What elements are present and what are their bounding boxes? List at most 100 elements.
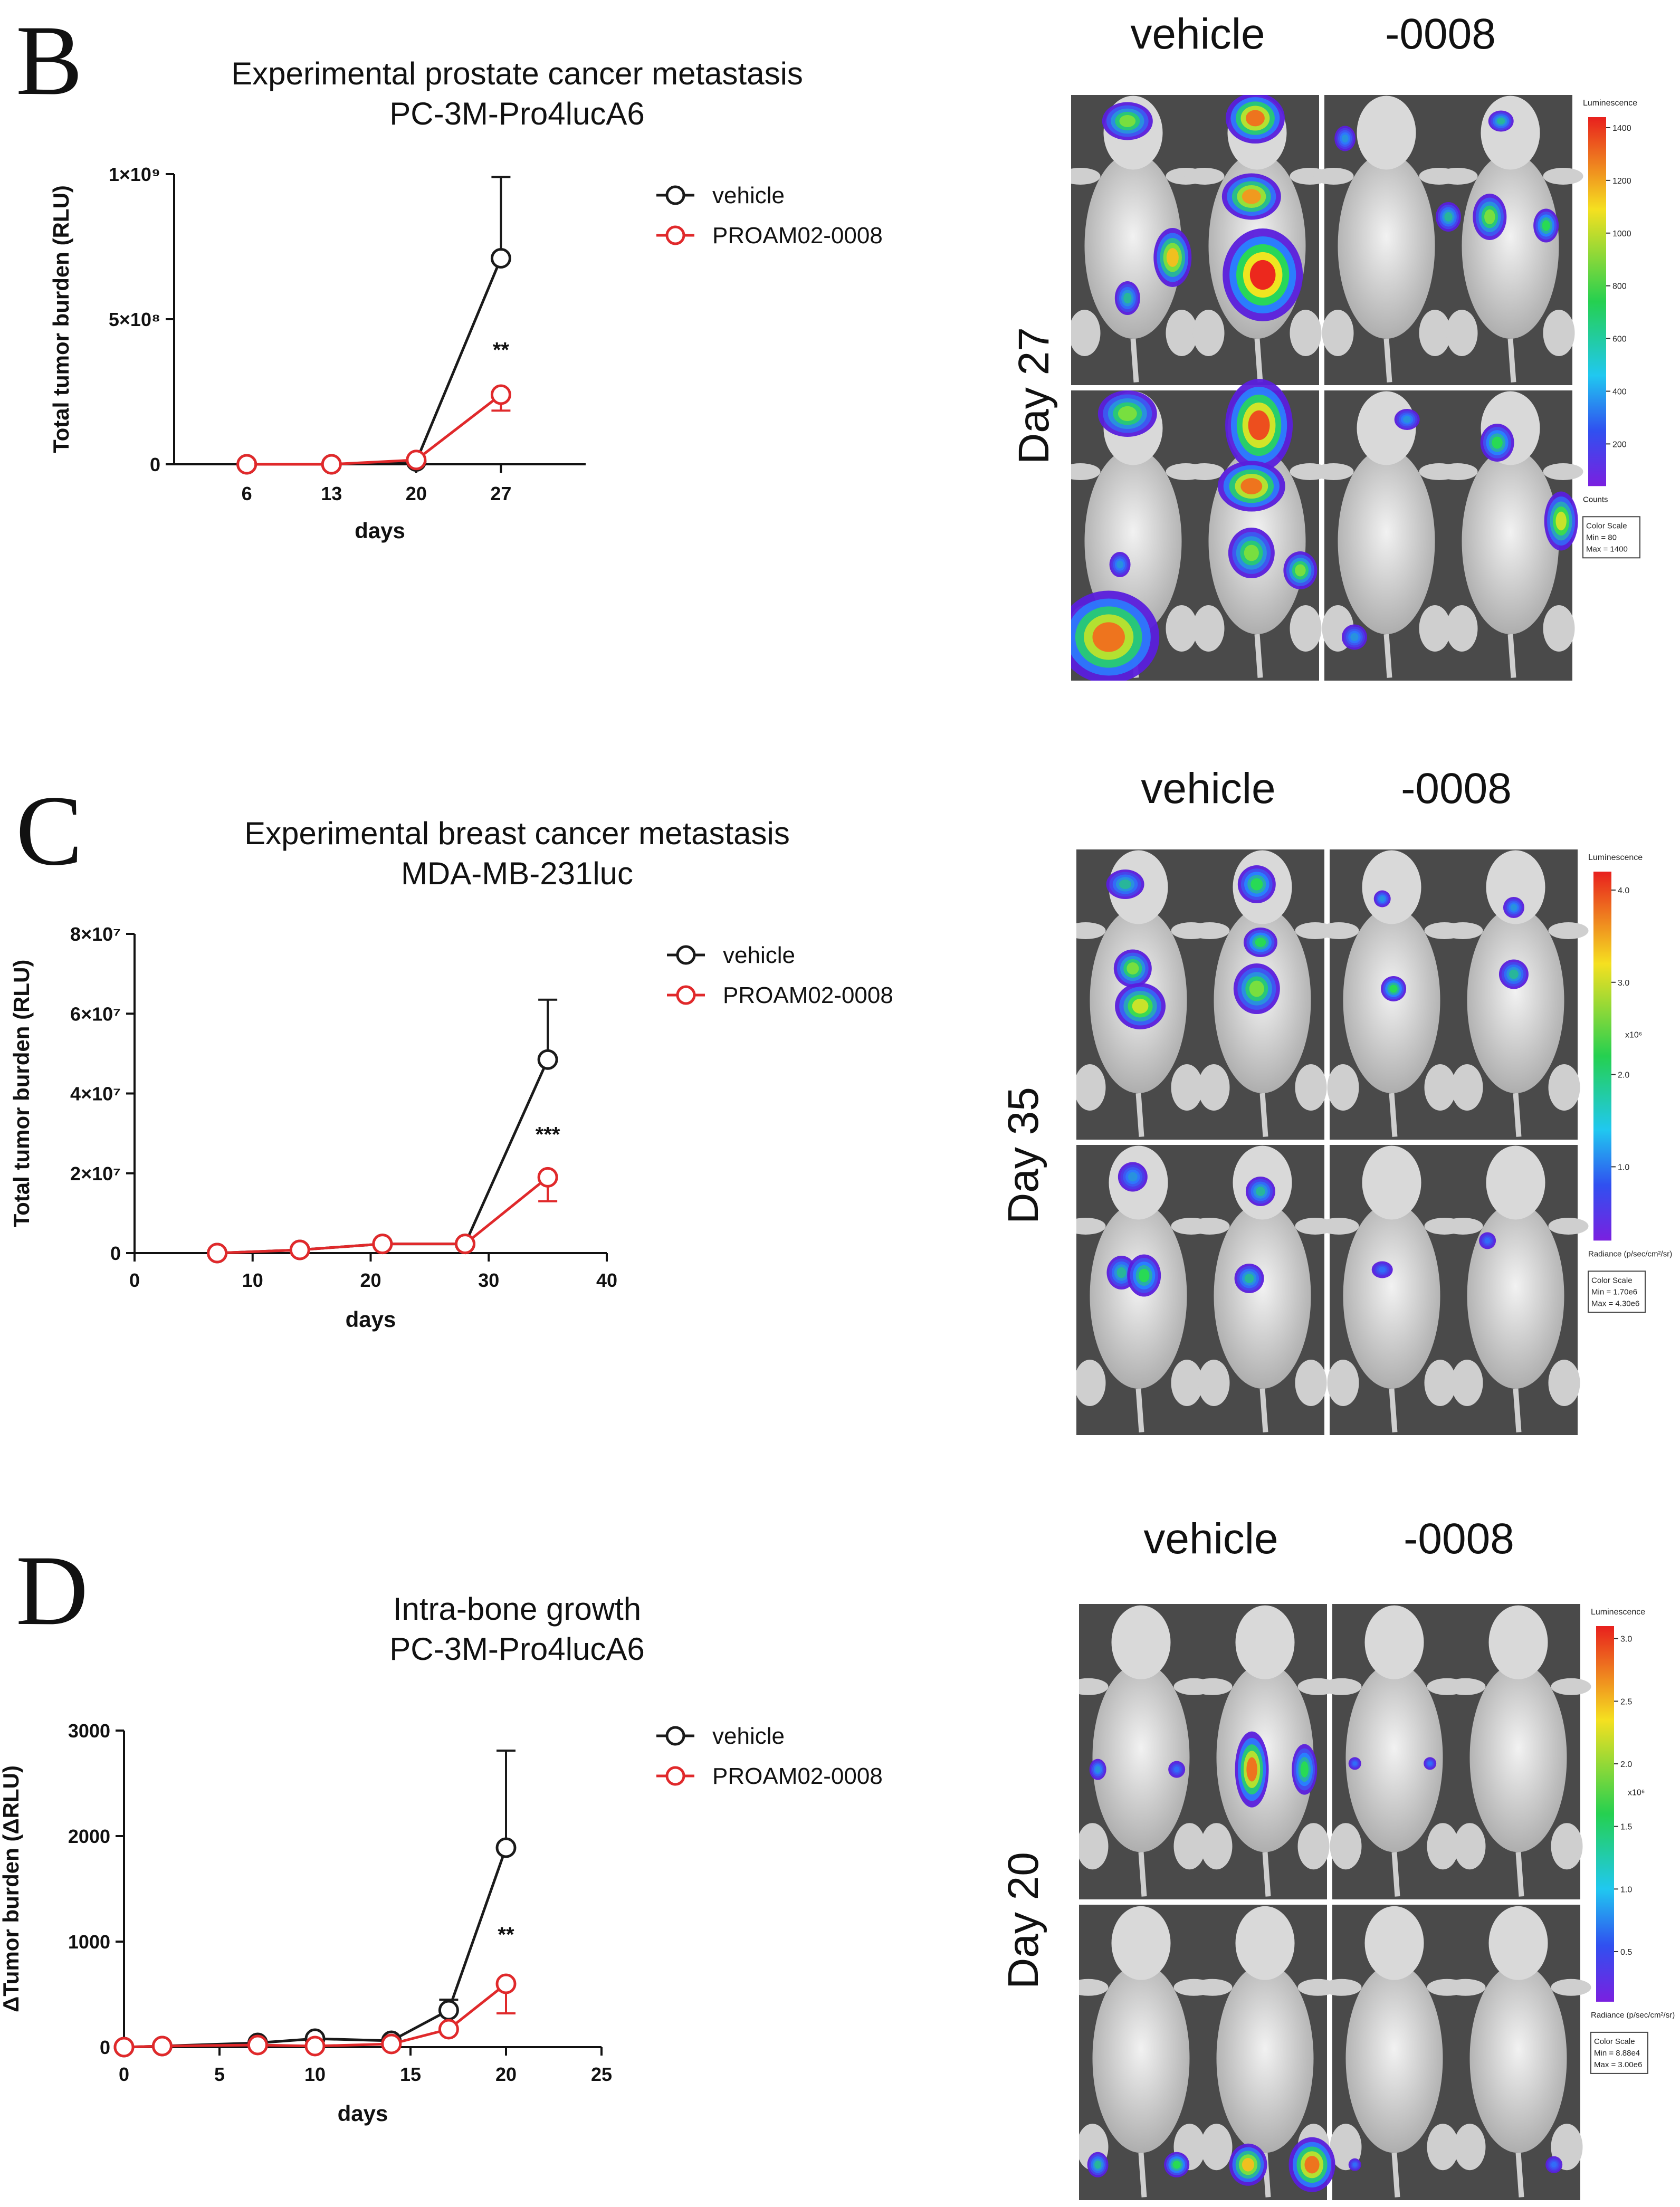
mouse-silhouette xyxy=(1445,1605,1591,1897)
chart-title: Intra-bone growth xyxy=(393,1591,641,1627)
legend-label: vehicle xyxy=(712,1723,785,1749)
mouse-hindlimb xyxy=(1427,1823,1459,1870)
img-d-day-label: Day 20 xyxy=(999,1852,1047,1989)
legend-marker xyxy=(665,185,685,205)
mouse-tail xyxy=(1259,1388,1268,1432)
data-point xyxy=(490,248,511,269)
mouse-body xyxy=(1338,448,1435,634)
mouse-hindlimb xyxy=(1548,1360,1580,1406)
data-point xyxy=(289,1239,310,1260)
luminescence-spot xyxy=(1119,880,1132,889)
mouse-body xyxy=(1345,1964,1443,2153)
legend-marker xyxy=(665,1726,685,1746)
mouse-head xyxy=(1362,1145,1421,1220)
mouse-silhouette xyxy=(1313,95,1459,383)
mouse-forelimb xyxy=(1445,1979,1486,1996)
scale-info-text: Min = 8.88e4 xyxy=(1594,2049,1640,2058)
luminescence-spot xyxy=(1389,985,1398,993)
mouse-silhouette xyxy=(1076,1145,1211,1432)
mouse-forelimb xyxy=(1071,463,1101,480)
data-point xyxy=(438,2019,459,2040)
mouse-hindlimb xyxy=(1427,2124,1459,2171)
mouse-forelimb xyxy=(1071,168,1101,185)
mouse-forelimb xyxy=(1551,1678,1591,1695)
img-c-col-vehicle: vehicle xyxy=(1141,765,1276,813)
data-point xyxy=(236,454,257,475)
mouse-hindlimb xyxy=(1173,1823,1206,1870)
luminescence-spot xyxy=(1444,212,1453,222)
mouse-hindlimb xyxy=(1198,1360,1230,1406)
mouse-hindlimb xyxy=(1192,310,1225,356)
mouse-forelimb xyxy=(1548,922,1589,939)
luminescence-spot xyxy=(1244,1274,1254,1283)
mouse-hindlimb xyxy=(1543,605,1575,652)
y-tick-label: 4×10⁷ xyxy=(70,1083,121,1105)
mouse-hindlimb xyxy=(1451,1064,1483,1111)
mouse-forelimb xyxy=(1313,463,1354,480)
mouse-body xyxy=(1092,1964,1190,2153)
img-d-col-vehicle: vehicle xyxy=(1143,1515,1278,1563)
y-axis-label: ΔTumor burden (ΔRLU) xyxy=(0,1765,23,2012)
data-point xyxy=(372,1234,393,1255)
mouse-hindlimb xyxy=(1076,1064,1106,1111)
mouse-hindlimb xyxy=(1451,1360,1483,1406)
x-tick-label: 6 xyxy=(242,483,252,504)
luminescence-spot xyxy=(1174,1766,1180,1772)
mouse-forelimb xyxy=(1319,922,1359,939)
luminescence-spot xyxy=(1119,114,1136,128)
x-tick-label: 20 xyxy=(495,2063,517,2085)
mouse-hindlimb xyxy=(1454,2124,1486,2171)
data-point xyxy=(113,2037,135,2058)
mouse-tail xyxy=(1515,2153,1524,2198)
mouse-tail xyxy=(1389,1388,1398,1432)
x-tick-label: 5 xyxy=(214,2063,225,2085)
luminescence-spot xyxy=(1244,544,1259,561)
chart-c: Experimental breast cancer metastasis MDA… xyxy=(9,816,893,1332)
luminescence-spot xyxy=(1341,134,1349,143)
chart-d: Intra-bone growthPC-3M-Pro4lucA601000200… xyxy=(0,1591,883,2126)
scale-tick-label: 1000 xyxy=(1612,230,1631,238)
data-point xyxy=(207,1243,228,1264)
mouse-tail xyxy=(1254,634,1263,678)
luminescence-spot xyxy=(1249,980,1264,997)
mouse-silhouette xyxy=(1079,1906,1214,2198)
mouse-head xyxy=(1364,1605,1424,1679)
x-tick-label: 10 xyxy=(242,1269,263,1291)
mouse-forelimb xyxy=(1548,1218,1589,1235)
scale-info-text: Min = 1.70e6 xyxy=(1591,1287,1637,1296)
mouse-hindlimb xyxy=(1071,310,1101,356)
mouse-forelimb xyxy=(1321,1678,1362,1695)
scale-info-box xyxy=(1582,516,1640,559)
mouse-silhouette xyxy=(1443,850,1589,1137)
luminescence-spot xyxy=(1509,969,1519,979)
mouse-hindlimb xyxy=(1200,1823,1233,1870)
mouse-hindlimb xyxy=(1198,1064,1230,1111)
chart-subtitle: PC-3M-Pro4lucA6 xyxy=(389,96,645,131)
mouse-body xyxy=(1467,907,1564,1093)
data-point xyxy=(455,1234,475,1255)
luminescence-spot xyxy=(1094,2161,1102,2169)
x-tick-label: 27 xyxy=(490,483,511,504)
mouse-forelimb xyxy=(1437,168,1478,185)
scale-tick-label: 1.0 xyxy=(1618,1163,1629,1172)
data-point xyxy=(537,1049,558,1070)
scale-info-text: Max = 1400 xyxy=(1586,544,1628,553)
luminescence-spot xyxy=(1095,1766,1101,1773)
luminescence-spot xyxy=(1246,110,1265,127)
scale-info-text: Color Scale xyxy=(1591,1276,1633,1285)
data-point xyxy=(406,450,427,471)
y-tick-label: 6×10⁷ xyxy=(70,1003,121,1025)
mouse-silhouette xyxy=(1445,1906,1591,2198)
mouse-forelimb xyxy=(1321,1979,1362,1996)
chart-title: Experimental breast cancer metastasis xyxy=(244,816,790,851)
y-tick-label: 2000 xyxy=(68,1826,110,1847)
mouse-hindlimb xyxy=(1446,310,1478,356)
luminescence-spot xyxy=(1248,410,1270,441)
y-tick-label: 0 xyxy=(150,454,160,475)
mouse-forelimb xyxy=(1443,922,1483,939)
y-tick-label: 2×10⁷ xyxy=(70,1163,121,1184)
series-line-vehicle xyxy=(246,257,502,466)
mouse-hindlimb xyxy=(1543,310,1575,356)
mouse-body xyxy=(1467,1203,1564,1389)
luminescence-spot xyxy=(1123,292,1132,304)
